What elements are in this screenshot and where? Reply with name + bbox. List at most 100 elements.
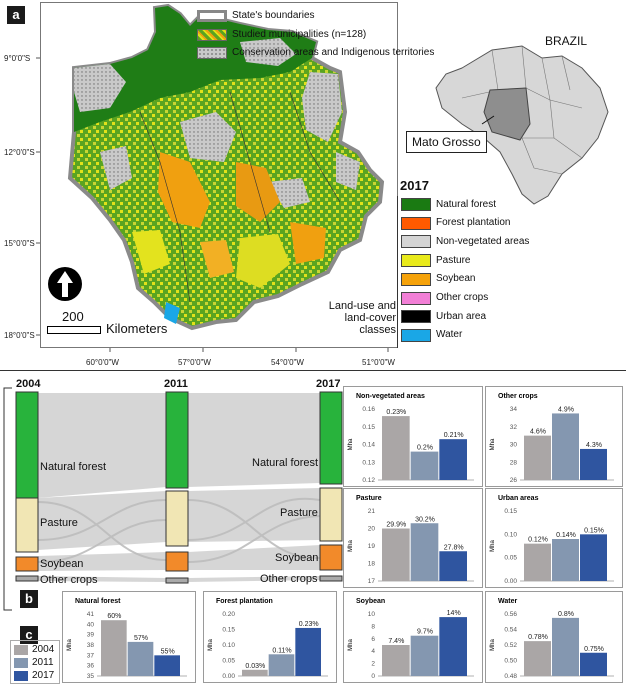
lat-label: 9°0'0"S bbox=[4, 54, 31, 63]
legend-swatch bbox=[401, 291, 431, 305]
bar bbox=[439, 617, 467, 676]
lat-label: 15°0'0"S bbox=[4, 239, 35, 248]
tick-label: 40 bbox=[87, 621, 95, 628]
bar bbox=[101, 620, 127, 676]
tick-label: 0.00 bbox=[504, 578, 517, 585]
tick-label: 37 bbox=[87, 652, 95, 659]
bar bbox=[580, 652, 607, 676]
tick-label: 32 bbox=[510, 424, 518, 431]
legend-swatch bbox=[401, 216, 431, 230]
legend-swatch bbox=[401, 272, 431, 286]
bar bbox=[439, 551, 467, 581]
legend-class-label: Forest plantation bbox=[436, 217, 511, 229]
bar bbox=[242, 669, 268, 676]
sankey-diagram bbox=[15, 391, 343, 584]
legend-conservation-areas: Conservation areas and Indigenous territ… bbox=[232, 47, 435, 58]
bar bbox=[410, 451, 439, 480]
year-legend-swatch bbox=[14, 671, 28, 681]
bar-chart-svg: Non-vegetated areas Mha 0.12 0.13 0.14 0.15 0.… bbox=[348, 393, 474, 484]
data-label: 0.2% bbox=[417, 445, 433, 452]
sankey-node-soybean-2017: Soybean bbox=[275, 552, 319, 564]
mato-grosso-map bbox=[67, 3, 385, 331]
tick-label: 30 bbox=[510, 442, 518, 449]
bar bbox=[552, 617, 579, 676]
mato-grosso-highlight bbox=[483, 87, 531, 141]
state-boundary-swatch bbox=[197, 10, 227, 22]
data-label: 60% bbox=[107, 613, 121, 620]
tick-label: 6 bbox=[371, 636, 375, 643]
tick-label: 26 bbox=[510, 477, 518, 484]
data-label: 4.3% bbox=[586, 442, 602, 449]
chart-natural-forest: Natural forest Mha 35 36 37 38 39 40 41 60% 57% 55% bbox=[62, 591, 196, 683]
axis-label: Mha bbox=[348, 639, 354, 651]
lon-label: 54°0'0"W bbox=[271, 358, 304, 367]
axis-label: Mha bbox=[348, 438, 354, 450]
data-label: 4.6% bbox=[530, 429, 546, 436]
legend-studied-municipalities: Studied municipalities (n=128) bbox=[232, 29, 367, 40]
chart-title: Pasture bbox=[356, 495, 382, 502]
chart-forest-plantation: Forest plantation Mha 0.00 0.05 0.10 0.15 0.20… bbox=[203, 591, 337, 683]
chart-urban-areas: Urban areas Mha 0.00 0.05 0.10 0.15 0.12% 0.14%… bbox=[485, 488, 623, 588]
tick-label: 0.15 bbox=[362, 424, 375, 431]
axis-label: Mha bbox=[490, 438, 496, 450]
bar-chart-svg: Water Mha 0.48 0.50 0.52 0.54 0.56 0.78% 0.8% 0.7… bbox=[490, 598, 614, 680]
chart-title: Other crops bbox=[498, 393, 538, 400]
tick-label: 10 bbox=[368, 611, 376, 618]
data-label: 0.12% bbox=[528, 537, 548, 544]
axis-label: Mha bbox=[490, 639, 496, 651]
brazil-inset-map bbox=[435, 45, 609, 205]
tick-label: 0.16 bbox=[362, 406, 375, 413]
chart-title: Urban areas bbox=[498, 495, 539, 502]
tick-label: 8 bbox=[371, 623, 375, 630]
legend-divider bbox=[397, 196, 398, 348]
tick-label: 0.56 bbox=[504, 611, 517, 618]
bar bbox=[524, 435, 551, 480]
bar bbox=[410, 523, 439, 581]
section-divider bbox=[0, 370, 626, 371]
bar bbox=[439, 439, 467, 480]
bar-chart-svg: Pasture Mha 17 18 19 20 21 29.9% 30.2% 27.8% bbox=[348, 495, 474, 585]
sankey-node-forest-2017: Natural forest bbox=[252, 457, 319, 469]
bar-chart-svg: Soybean Mha 0 2 4 6 8 10 7.4% 9.7% 14% bbox=[348, 598, 474, 680]
data-label: 0.75% bbox=[584, 646, 604, 653]
legend-class-label: Pasture bbox=[436, 254, 471, 266]
chart-water: Water Mha 0.48 0.50 0.52 0.54 0.56 0.78% 0.8% 0.7… bbox=[485, 591, 623, 683]
chart-title: Water bbox=[498, 598, 517, 605]
tick-label: 4 bbox=[371, 648, 375, 655]
sankey-node-pasture-2017: Pasture bbox=[280, 507, 318, 519]
tick-label: 17 bbox=[368, 578, 376, 585]
bar bbox=[524, 543, 551, 581]
data-label: 0.8% bbox=[558, 611, 574, 618]
tick-label: 36 bbox=[87, 663, 95, 670]
bar bbox=[580, 448, 607, 480]
chart-title: Soybean bbox=[356, 598, 385, 605]
sankey-node-pasture-2004: Pasture bbox=[40, 517, 78, 529]
legend-state-boundaries: State's boundaries bbox=[232, 10, 315, 21]
data-label: 0.03% bbox=[245, 663, 265, 670]
tick-label: 0.10 bbox=[504, 531, 517, 538]
scale-unit: Kilometers bbox=[106, 321, 168, 336]
tick-label: 38 bbox=[87, 642, 95, 649]
year-legend-label: 2017 bbox=[32, 670, 55, 681]
tick-label: 0.14 bbox=[362, 442, 375, 449]
bar bbox=[154, 655, 180, 676]
tick-label: 0.05 bbox=[504, 555, 517, 562]
legend-year-title: 2017 bbox=[400, 178, 429, 193]
year-legend-swatch bbox=[14, 658, 28, 668]
axis-label: Mha bbox=[208, 639, 214, 651]
legend-class-label: Natural forest bbox=[436, 198, 497, 210]
classes-title-line: land-cover bbox=[344, 312, 396, 324]
sankey-node-other-crops-2004: Other crops bbox=[40, 574, 98, 586]
lon-label: 57°0'0"W bbox=[178, 358, 211, 367]
data-label: 7.4% bbox=[388, 638, 404, 645]
sankey-node-other-crops-2017: Other crops bbox=[260, 573, 318, 585]
chart-other-crops: Other crops Mha 26 28 30 32 34 4.6% 4.9% 4.3% bbox=[485, 386, 623, 487]
data-label: 0.14% bbox=[556, 532, 576, 539]
bar bbox=[382, 528, 410, 581]
tick-label: 0.50 bbox=[504, 658, 517, 665]
bar bbox=[127, 641, 154, 676]
chart-title: Natural forest bbox=[75, 598, 121, 605]
tick-label: 0.10 bbox=[222, 642, 235, 649]
lon-label: 60°0'0"W bbox=[86, 358, 119, 367]
data-label: 0.11% bbox=[272, 647, 291, 654]
